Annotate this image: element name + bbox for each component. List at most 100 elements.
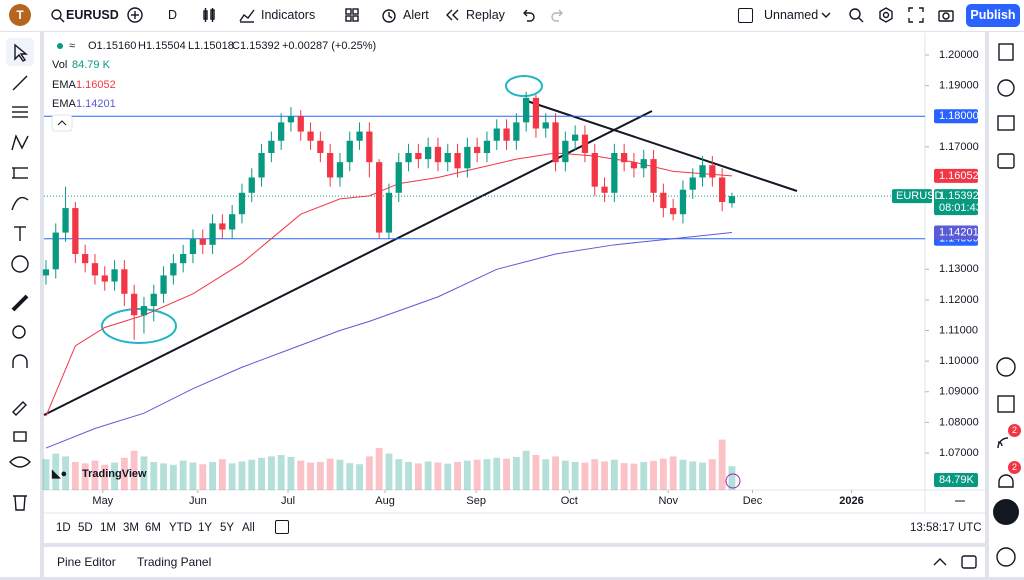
- range-button[interactable]: YTD: [169, 522, 192, 534]
- compare-icon[interactable]: [127, 7, 143, 23]
- templates-icon[interactable]: [344, 7, 360, 23]
- volume-tag-bg: [934, 473, 978, 487]
- last-price-bg: [934, 189, 978, 216]
- top-toolbar: T EURUSD D Indicators Alert Replay Unnam…: [0, 0, 1024, 32]
- candle-body: [268, 140, 275, 153]
- chat-icon[interactable]: [997, 153, 1015, 169]
- candle-body: [523, 97, 530, 123]
- range-button[interactable]: 5Y: [220, 522, 235, 534]
- help-icon[interactable]: [996, 547, 1016, 567]
- fib-tool[interactable]: [12, 106, 28, 118]
- panel-controls[interactable]: [932, 553, 982, 571]
- products-button[interactable]: [993, 499, 1019, 525]
- fullscreen-icon[interactable]: [908, 7, 924, 23]
- candle-body: [581, 134, 589, 153]
- remove-tool[interactable]: [13, 495, 27, 511]
- undo-icon[interactable]: [520, 7, 536, 23]
- ema-label: 1.16052: [939, 170, 979, 182]
- interval[interactable]: D: [168, 8, 178, 22]
- range-button[interactable]: 1M: [100, 522, 116, 534]
- volume-bar: [62, 456, 69, 490]
- snapshot-icon[interactable]: [938, 7, 954, 23]
- clock[interactable]: 13:58:17 UTC: [910, 522, 982, 534]
- magnet-tool[interactable]: [12, 354, 28, 368]
- text-tool[interactable]: [14, 226, 26, 241]
- candle-body: [630, 162, 638, 169]
- volume-bar: [610, 459, 618, 490]
- volume-bar: [101, 464, 109, 490]
- volume-bar: [375, 448, 383, 490]
- volume-bar: [307, 462, 314, 490]
- volume-bar: [493, 457, 501, 490]
- range-button[interactable]: 5D: [78, 522, 93, 534]
- candle-body: [464, 146, 471, 169]
- replay-icon[interactable]: [444, 7, 460, 23]
- x-tick-label: Jul: [281, 495, 295, 507]
- avatar[interactable]: T: [9, 4, 31, 26]
- range-button[interactable]: All: [242, 522, 255, 534]
- pattern-tool[interactable]: [11, 134, 29, 151]
- trendline-tool[interactable]: [12, 75, 28, 91]
- news-icon[interactable]: [997, 115, 1015, 131]
- layout-name[interactable]: Unnamed: [764, 8, 819, 22]
- candle-body: [376, 162, 383, 233]
- flash-icon: [725, 473, 741, 489]
- volume-bar: [454, 462, 461, 490]
- candle-body: [621, 152, 628, 163]
- settings-icon[interactable]: [878, 7, 894, 23]
- candle-body: [219, 223, 226, 230]
- indicators[interactable]: Indicators: [261, 8, 316, 22]
- volume-bar: [120, 457, 128, 490]
- indicators-icon[interactable]: [239, 7, 255, 23]
- panel-tab[interactable]: Pine Editor: [57, 555, 116, 569]
- volume-bar: [542, 459, 550, 490]
- alert[interactable]: Alert: [403, 8, 429, 22]
- symbol-tag-bg: [892, 189, 932, 204]
- volume-bar: [708, 459, 716, 490]
- zoom-tool[interactable]: [12, 325, 26, 339]
- range-button[interactable]: 3M: [123, 522, 139, 534]
- candle-body: [454, 152, 461, 169]
- range-button[interactable]: 1Y: [198, 522, 213, 534]
- candle-body: [425, 146, 432, 160]
- ruler-tool[interactable]: [11, 294, 29, 312]
- date-range-icon[interactable]: [275, 520, 289, 534]
- range-button[interactable]: 1D: [56, 522, 71, 534]
- screener-icon[interactable]: [996, 357, 1016, 377]
- lock-tool[interactable]: [13, 431, 27, 442]
- publish-button[interactable]: Publish: [966, 4, 1020, 27]
- candle-body: [62, 208, 69, 233]
- calendar-icon[interactable]: [997, 395, 1015, 413]
- layout-checkbox[interactable]: [738, 8, 753, 23]
- volume-bar: [228, 463, 236, 490]
- chart-type-icon[interactable]: [201, 7, 217, 23]
- lock-draw-tool[interactable]: [12, 401, 27, 416]
- hline-label: 1.18000: [939, 110, 979, 122]
- range-button[interactable]: 6M: [145, 522, 161, 534]
- projection-tool[interactable]: [12, 167, 28, 179]
- notifications-icon[interactable]: [998, 474, 1014, 488]
- y-tick-label: 1.12000: [939, 294, 979, 306]
- emoji-tool[interactable]: [11, 255, 29, 273]
- layout-chevron[interactable]: [818, 7, 834, 23]
- candle-body: [728, 196, 736, 204]
- volume-bar: [199, 464, 207, 490]
- watchlist-icon[interactable]: [998, 43, 1014, 61]
- streams-icon[interactable]: [997, 437, 1009, 449]
- volume-bar: [267, 456, 275, 490]
- alerts-icon[interactable]: [997, 79, 1015, 97]
- hide-tool[interactable]: [9, 456, 31, 468]
- volume-bar: [581, 462, 589, 490]
- alert-icon[interactable]: [381, 7, 397, 23]
- candle-body: [689, 177, 696, 190]
- symbol[interactable]: EURUSD: [66, 8, 119, 22]
- x-tick-label: Oct: [561, 495, 578, 507]
- replay[interactable]: Replay: [466, 8, 505, 22]
- brush-tool[interactable]: [11, 196, 29, 211]
- cursor-tool[interactable]: [14, 43, 28, 62]
- candle-body: [503, 128, 510, 141]
- panel-tab[interactable]: Trading Panel: [137, 555, 212, 569]
- redo-icon[interactable]: [550, 7, 566, 23]
- quick-search-icon[interactable]: [848, 7, 864, 23]
- volume-bar: [258, 457, 265, 490]
